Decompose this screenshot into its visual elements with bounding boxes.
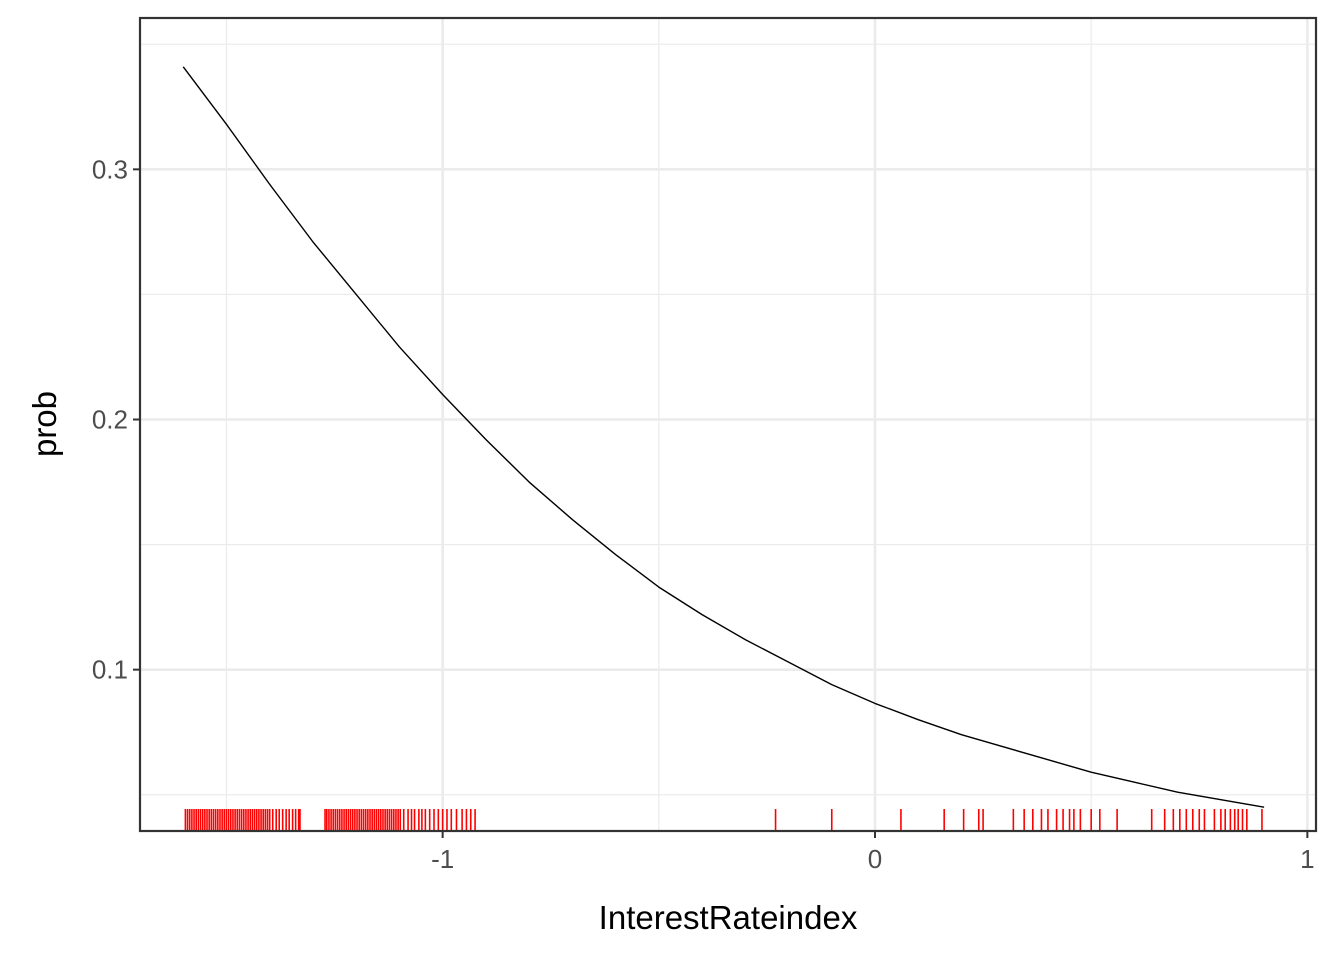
y-tick-label: 0.1 [92, 655, 128, 685]
series-line [182, 66, 1265, 808]
rug-marks [184, 809, 1263, 830]
plot-background [140, 18, 1316, 831]
major-gridlines [140, 18, 1316, 831]
series-lines [182, 66, 1265, 808]
y-axis-title: prob [26, 391, 63, 457]
x-axis-title: InterestRateindex [599, 899, 858, 936]
x-tick-label: 1 [1300, 844, 1314, 874]
x-tick-label: 0 [868, 844, 882, 874]
y-tick-label: 0.2 [92, 404, 128, 434]
x-tick-label: -1 [431, 844, 454, 874]
y-tick-label: 0.3 [92, 154, 128, 184]
plot-border [138, 16, 1318, 833]
minor-gridlines [140, 18, 1316, 831]
axes: -1 0 1 0.1 0.2 0.3 [92, 154, 1315, 874]
